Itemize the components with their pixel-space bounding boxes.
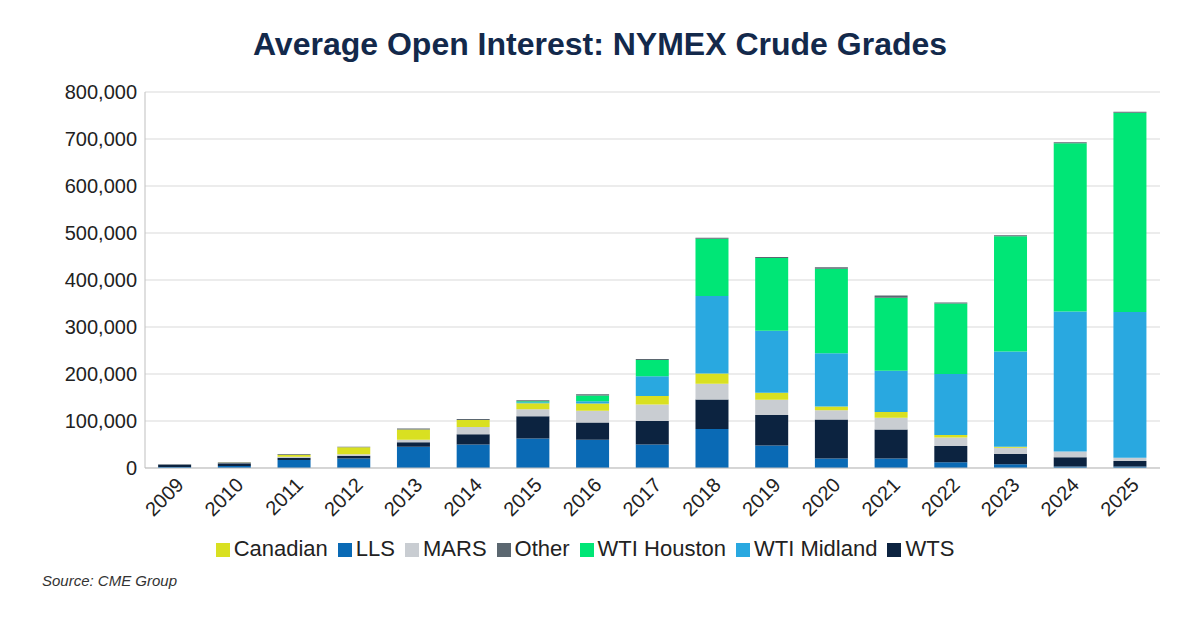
svg-text:2020: 2020 [797,473,844,520]
svg-text:600,000: 600,000 [65,175,137,197]
svg-text:2024: 2024 [1036,473,1083,520]
svg-text:300,000: 300,000 [65,316,137,338]
svg-text:2010: 2010 [200,473,247,520]
svg-text:2009: 2009 [141,473,188,520]
svg-text:2011: 2011 [261,473,307,519]
svg-text:700,000: 700,000 [65,128,137,150]
svg-text:100,000: 100,000 [65,410,137,432]
html-text:Average Open Interest: NYMEX C: Average Open Interest: NYMEX Crude Grade… [252,26,948,62]
svg-text:2018: 2018 [678,473,725,520]
svg-text:2013: 2013 [380,473,427,520]
svg-text:2017: 2017 [618,473,665,520]
svg-text:2019: 2019 [738,473,785,520]
html-text:WTI Houston: WTI Houston [597,536,726,561]
svg-text:2023: 2023 [977,473,1024,520]
html-text:MARS: MARS [423,536,487,561]
svg-text:800,000: 800,000 [65,81,137,103]
svg-text:2012: 2012 [320,473,367,520]
html-text:WTI Midland: WTI Midland [754,536,878,561]
svg-text:200,000: 200,000 [65,363,137,385]
svg-text:2016: 2016 [559,473,606,520]
svg-text:2015: 2015 [499,473,546,520]
svg-text:2021: 2021 [857,473,904,520]
html-text:WTS: WTS [905,536,955,561]
html-text:LLS: LLS [355,536,395,561]
svg-text:0: 0 [126,457,137,479]
svg-text:2022: 2022 [917,473,964,520]
svg-text:500,000: 500,000 [65,222,137,244]
svg-text:2014: 2014 [439,473,486,520]
html-text:Other: Other [514,536,570,561]
html-text:Canadian: Canadian [233,536,328,561]
svg-text:2025: 2025 [1096,473,1143,520]
html-text:Source: CME Group: Source: CME Group [42,572,178,589]
svg-text:400,000: 400,000 [65,269,137,291]
